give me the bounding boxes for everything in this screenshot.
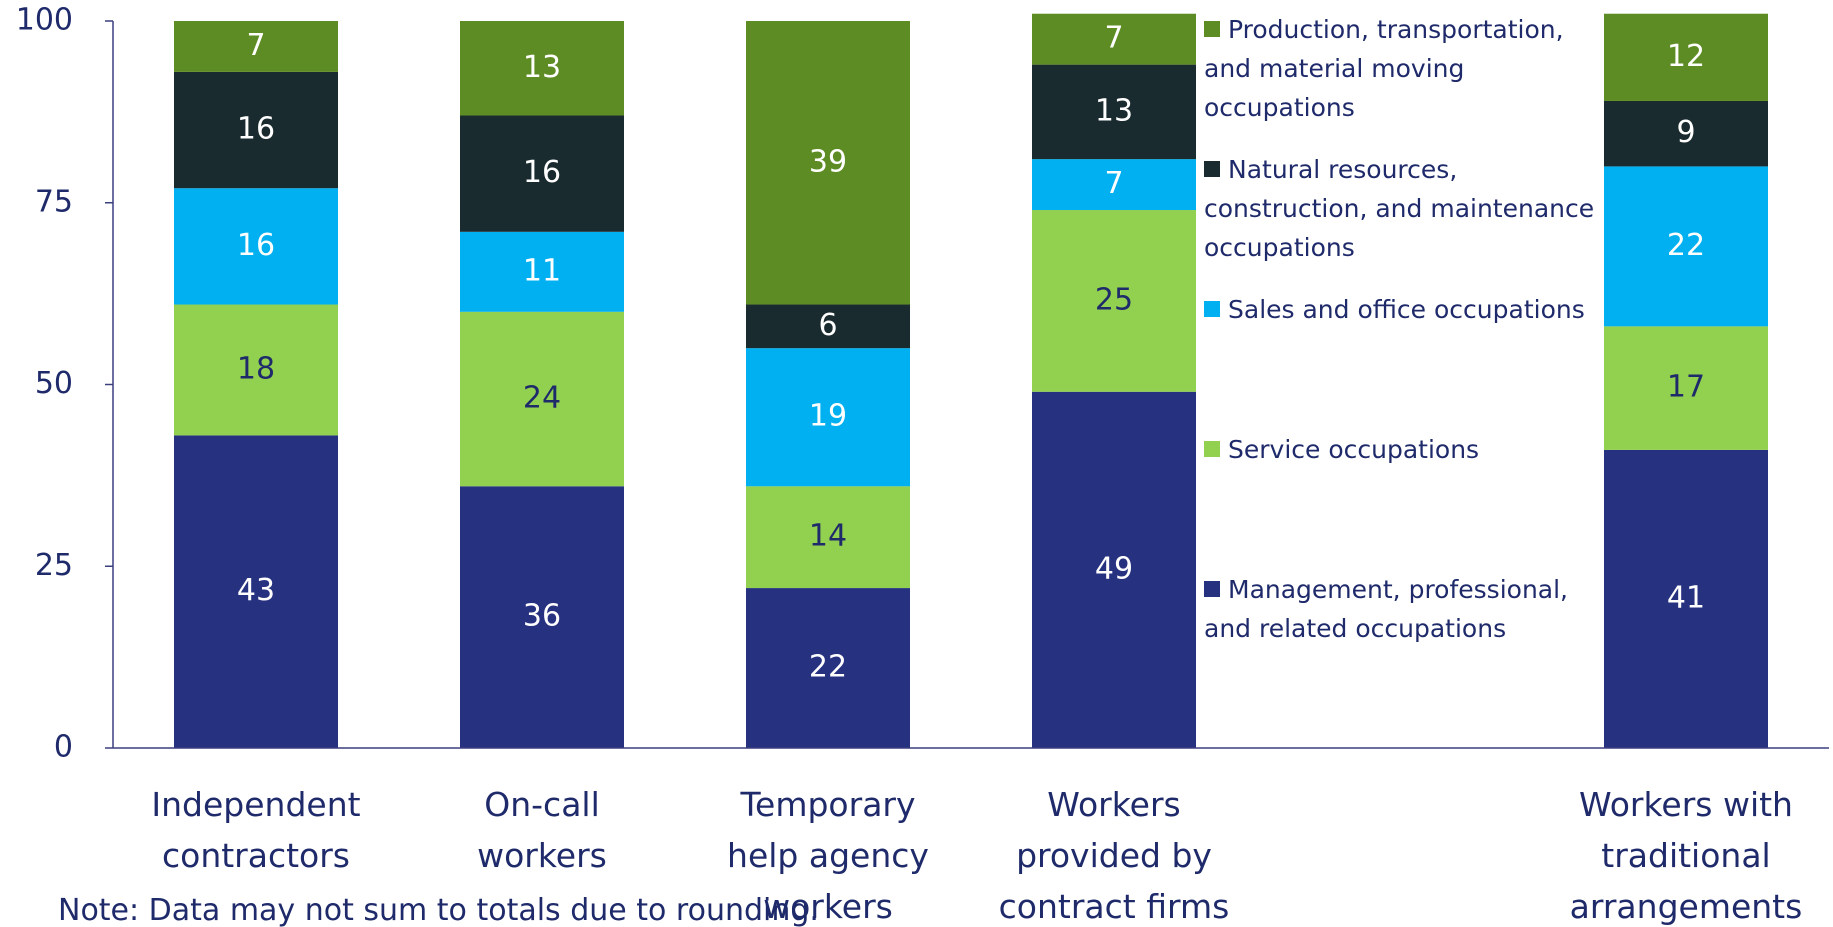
data-label: 18: [237, 351, 275, 386]
data-label: 7: [246, 28, 265, 63]
legend-swatch: [1204, 441, 1220, 457]
bar-segment: [460, 231, 624, 312]
data-label: 13: [1095, 93, 1133, 128]
legend-item: Sales and office occupations: [1204, 290, 1604, 329]
data-label: 13: [523, 50, 561, 85]
data-label: 22: [1667, 228, 1705, 263]
bar-segment: [174, 71, 338, 189]
legend-label: Natural resources, construction, and mai…: [1204, 155, 1595, 262]
x-tick-label: Temporary help agency workers: [727, 785, 929, 926]
legend-swatch: [1204, 21, 1220, 37]
legend-label: Service occupations: [1228, 435, 1480, 464]
y-tick-label: 50: [35, 366, 73, 401]
x-tick-label: Workers provided by contract firms: [998, 785, 1230, 926]
data-label: 36: [523, 599, 561, 634]
data-label: 19: [809, 399, 847, 434]
bar-segment: [1604, 166, 1768, 327]
data-label: 7: [1104, 21, 1123, 56]
bar-segment: [1032, 391, 1196, 748]
bar-segment: [746, 588, 910, 748]
legend-label: Management, professional, and related oc…: [1204, 575, 1569, 643]
bar-segment: [1032, 13, 1196, 65]
data-label: 39: [809, 144, 847, 179]
data-label: 9: [1676, 115, 1695, 150]
data-label: 24: [523, 381, 561, 416]
bar-segment: [1032, 210, 1196, 392]
data-label: 11: [523, 253, 561, 288]
data-label: 49: [1095, 551, 1133, 586]
y-tick-label: 75: [35, 184, 73, 219]
x-tick-label: Independent contractors: [151, 785, 361, 875]
data-label: 41: [1667, 580, 1705, 615]
bar-segment: [1604, 100, 1768, 167]
y-tick-label: 25: [35, 548, 73, 583]
legend-label: Production, transportation, and material…: [1204, 15, 1564, 122]
bar-segment: [746, 486, 910, 589]
legend-item: Management, professional, and related oc…: [1204, 570, 1604, 648]
bar-segment: [746, 304, 910, 349]
x-tick-label: On-call workers: [477, 785, 607, 875]
legend-item: Natural resources, construction, and mai…: [1204, 150, 1604, 267]
data-label: 16: [237, 112, 275, 147]
bar-segment: [1604, 13, 1768, 101]
data-label: 16: [237, 228, 275, 263]
data-label: 17: [1667, 370, 1705, 405]
data-label: 12: [1667, 39, 1705, 74]
data-label: 22: [809, 650, 847, 685]
data-label: 43: [237, 573, 275, 608]
bar-segment: [174, 21, 338, 72]
legend-swatch: [1204, 161, 1220, 177]
bar-segment: [460, 21, 624, 116]
bar-segment: [746, 348, 910, 487]
data-label: 7: [1104, 166, 1123, 201]
bar-segment: [460, 486, 624, 748]
bar-segment: [1604, 449, 1768, 748]
bar-segment: [1604, 326, 1768, 450]
data-label: 6: [818, 308, 837, 343]
data-label: 25: [1095, 282, 1133, 317]
bar-segment: [746, 21, 910, 305]
bar-segment: [174, 435, 338, 748]
bar-segment: [460, 311, 624, 487]
note: Note: Data may not sum to totals due to …: [58, 893, 819, 927]
data-label: 16: [523, 155, 561, 190]
legend-item: Production, transportation, and material…: [1204, 10, 1604, 127]
data-label: 14: [809, 519, 847, 554]
y-tick-label: 100: [16, 3, 73, 38]
legend-label: Sales and office occupations: [1228, 295, 1585, 324]
bar-segment: [174, 188, 338, 305]
legend-item: Service occupations: [1204, 430, 1604, 469]
x-tick-label: Workers with traditional arrangements: [1569, 785, 1803, 926]
bar-segment: [1032, 64, 1196, 160]
y-tick-label: 0: [54, 730, 73, 765]
legend-swatch: [1204, 581, 1220, 597]
bar-segment: [174, 304, 338, 436]
bar-segment: [460, 115, 624, 232]
legend-swatch: [1204, 301, 1220, 317]
bar-segment: [1032, 159, 1196, 211]
